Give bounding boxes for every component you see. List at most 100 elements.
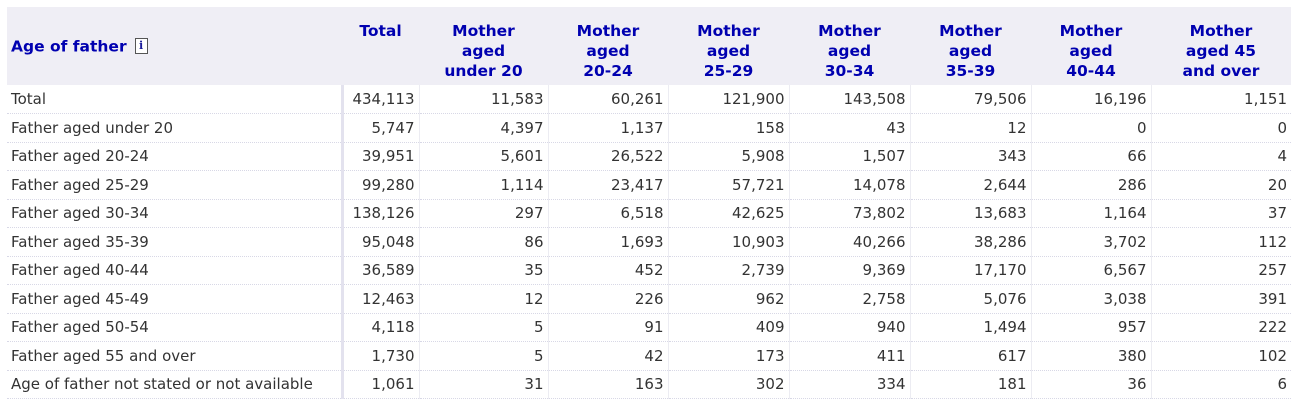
row-label: Age of father not stated or not availabl…	[7, 370, 344, 399]
table-cell: 0	[1151, 113, 1291, 143]
table-cell: 102	[1151, 341, 1291, 371]
table-row: Father aged 30-34 138,126 297 6,518 42,625 73…	[7, 199, 1291, 228]
table-cell: 38,286	[910, 227, 1032, 257]
table-cell: 452	[548, 256, 669, 285]
info-icon[interactable]: i	[134, 38, 148, 55]
table-cell: 35	[419, 256, 549, 285]
table-row: Father aged 20-24 39,951 5,601 26,522 5,908 1…	[7, 142, 1291, 171]
column-header-line: 20-24	[583, 62, 633, 80]
column-header-line: aged	[586, 42, 630, 60]
table-cell: 5	[419, 341, 549, 371]
row-label: Father aged 55 and over	[7, 341, 344, 371]
row-label: Total	[7, 85, 344, 114]
table-cell: 2,739	[668, 256, 790, 285]
table-cell: 940	[789, 313, 911, 342]
column-header: Mother aged 40-44	[1031, 7, 1151, 85]
table-cell: 17,170	[910, 256, 1032, 285]
column-header-line: under 20	[444, 62, 523, 80]
table-cell: 962	[668, 284, 790, 314]
table-cell: 42	[548, 341, 669, 371]
column-header-line: Mother	[697, 22, 760, 40]
row-label: Father aged 25-29	[7, 170, 344, 200]
table-cell: 10,903	[668, 227, 790, 257]
table-cell: 4	[1151, 142, 1291, 171]
table-body: Total 434,113 11,583 60,261 121,900 143,508 79…	[7, 85, 1291, 399]
column-header: Mother aged 25-29	[668, 7, 789, 85]
table-cell: 6,567	[1031, 256, 1152, 285]
table-row: Father aged 45-49 12,463 12 226 962 2,758 5,07…	[7, 284, 1291, 314]
table-cell: 20	[1151, 170, 1291, 200]
table-cell: 73,802	[789, 199, 911, 228]
header-row: Age of father i Total Mother aged under 20 Mo…	[7, 7, 1291, 85]
table-cell: 95,048	[342, 227, 420, 257]
births-by-parent-age-table: Age of father i Total Mother aged under 20 Mo…	[7, 7, 1291, 399]
table-cell: 158	[668, 113, 790, 143]
table-cell: 143,508	[789, 85, 911, 114]
table-cell: 222	[1151, 313, 1291, 342]
data-table-container: Age of father i Total Mother aged under 20 Mo…	[7, 7, 1291, 399]
table-cell: 5	[419, 313, 549, 342]
column-header-line: 25-29	[703, 62, 754, 80]
table-cell: 12,463	[342, 284, 420, 314]
table-cell: 1,693	[548, 227, 669, 257]
table-cell: 99,280	[342, 170, 420, 200]
table-cell: 112	[1151, 227, 1291, 257]
table-cell: 11,583	[419, 85, 549, 114]
column-header: Mother aged 30-34	[789, 7, 910, 85]
table-cell: 391	[1151, 284, 1291, 314]
table-row: Father aged 55 and over 1,730 5 42 173 411 617…	[7, 341, 1291, 371]
table-cell: 66	[1031, 142, 1152, 171]
table-header: Age of father i Total Mother aged under 20 Mo…	[7, 7, 1291, 85]
table-cell: 43	[789, 113, 911, 143]
table-cell: 0	[1031, 113, 1152, 143]
column-header-line: aged	[1069, 42, 1113, 60]
table-cell: 16,196	[1031, 85, 1152, 114]
table-cell: 2,644	[910, 170, 1032, 200]
table-cell: 60,261	[548, 85, 669, 114]
table-cell: 1,507	[789, 142, 911, 171]
table-cell: 1,151	[1151, 85, 1291, 114]
column-header-line: aged 45	[1185, 42, 1257, 60]
table-cell: 434,113	[342, 85, 420, 114]
column-header: Mother aged 20-24	[548, 7, 668, 85]
table-cell: 5,076	[910, 284, 1032, 314]
table-cell: 91	[548, 313, 669, 342]
table-cell: 37	[1151, 199, 1291, 228]
table-row: Father aged 35-39 95,048 86 1,693 10,903 40,2…	[7, 227, 1291, 257]
table-cell: 343	[910, 142, 1032, 171]
column-header-line: aged	[461, 42, 506, 60]
table-cell: 409	[668, 313, 790, 342]
table-cell: 57,721	[668, 170, 790, 200]
table-row: Father aged 50-54 4,118 5 91 409 940 1,494 957 2…	[7, 313, 1291, 342]
column-header-line: Mother	[818, 22, 881, 40]
table-cell: 6	[1151, 370, 1291, 399]
table-cell: 1,730	[342, 341, 420, 371]
table-cell: 257	[1151, 256, 1291, 285]
column-header-line: 35-39	[945, 62, 996, 80]
table-cell: 163	[548, 370, 669, 399]
table-cell: 3,038	[1031, 284, 1152, 314]
column-header-line: Mother	[452, 22, 515, 40]
table-cell: 411	[789, 341, 911, 371]
table-cell: 1,137	[548, 113, 669, 143]
row-header-label: Age of father	[11, 37, 127, 56]
table-cell: 286	[1031, 170, 1152, 200]
table-cell: 1,164	[1031, 199, 1152, 228]
table-cell: 121,900	[668, 85, 790, 114]
table-cell: 380	[1031, 341, 1152, 371]
table-row: Age of father not stated or not availabl…	[7, 370, 1291, 399]
column-header-line: Mother	[576, 22, 640, 40]
table-cell: 40,266	[789, 227, 911, 257]
table-cell: 1,114	[419, 170, 549, 200]
column-header-line: Mother	[1189, 22, 1253, 40]
column-header-line: 30-34	[824, 62, 875, 80]
table-cell: 26,522	[548, 142, 669, 171]
column-header: Mother aged under 20	[419, 7, 548, 85]
table-cell: 4,397	[419, 113, 549, 143]
row-label: Father aged 40-44	[7, 256, 344, 285]
column-header: Mother aged 35-39	[910, 7, 1031, 85]
column-header-line: Mother	[939, 22, 1002, 40]
table-cell: 1,061	[342, 370, 420, 399]
table-cell: 42,625	[668, 199, 790, 228]
table-cell: 5,908	[668, 142, 790, 171]
